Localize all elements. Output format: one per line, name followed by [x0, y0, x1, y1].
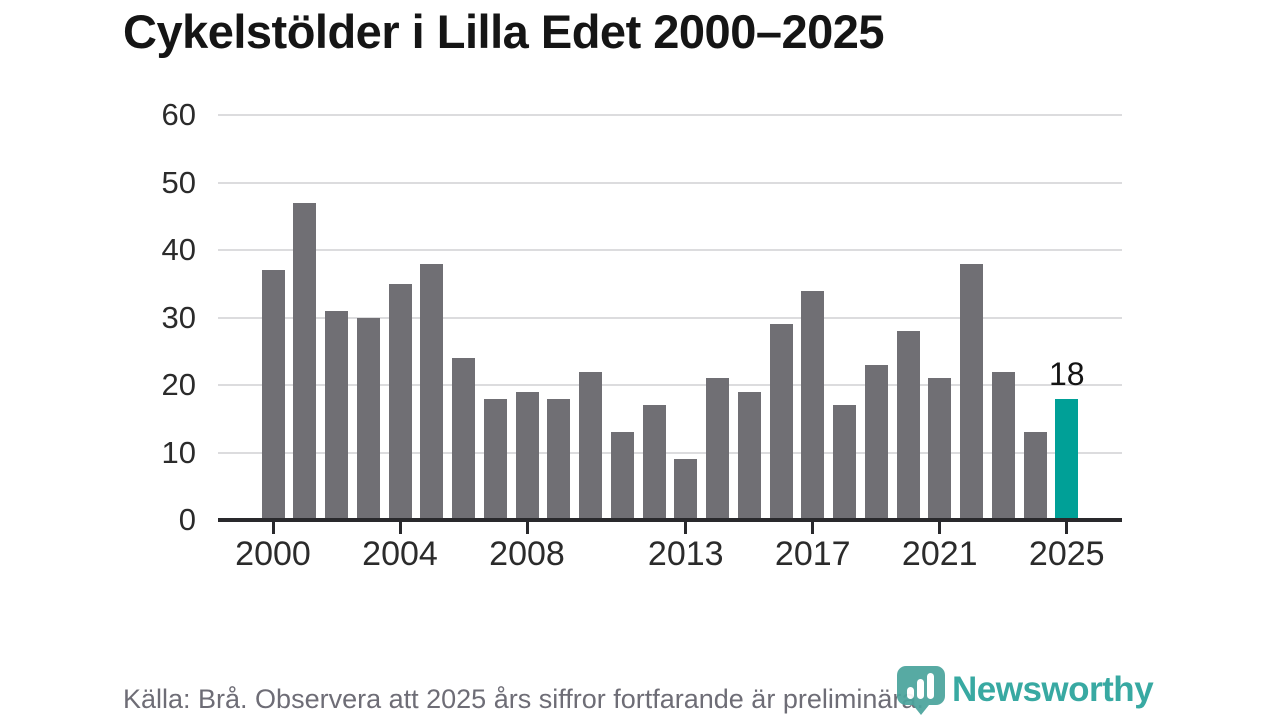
bar-2023 — [991, 371, 1015, 520]
bar-2003 — [356, 317, 380, 520]
bar-2017 — [801, 290, 825, 520]
y-tick-label-50: 50 — [161, 164, 196, 200]
y-axis-labels: 0 10 20 30 40 50 60 — [0, 0, 196, 560]
x-tick-label-2021: 2021 — [901, 535, 978, 573]
x-tick-label-2000: 2000 — [235, 535, 311, 573]
y-tick-label-20: 20 — [161, 367, 196, 402]
x-tick-label-2013: 2013 — [647, 535, 724, 573]
bar-2006 — [452, 358, 475, 520]
x-tick-label-2025: 2025 — [1028, 535, 1105, 573]
newsworthy-wordmark: Newsworthy — [952, 670, 1154, 709]
bar-2000 — [261, 270, 285, 520]
newsworthy-logo: Newsworthy — [895, 664, 1154, 716]
bar-2008 — [515, 391, 539, 520]
bar-2004 — [388, 283, 412, 520]
bar-2019 — [864, 364, 888, 520]
gridline-40 — [218, 249, 1122, 251]
bar-2015 — [737, 391, 761, 520]
x-axis-tick-2017 — [811, 522, 815, 534]
x-axis-tick-2013 — [684, 522, 688, 534]
bar-2022 — [960, 263, 983, 520]
gridline-20 — [218, 384, 1122, 386]
x-tick-label-2017: 2017 — [774, 535, 851, 573]
y-tick-label-10: 10 — [161, 434, 196, 470]
gridline-10 — [218, 451, 1122, 454]
source-note: Källa: Brå. Observera att 2025 års siffr… — [123, 684, 924, 714]
x-tick-label-2004: 2004 — [362, 535, 438, 573]
y-tick-label-0: 0 — [178, 502, 196, 537]
y-tick-label-30: 30 — [161, 299, 196, 335]
bar-2016 — [769, 324, 793, 520]
x-axis-tick-2004 — [398, 522, 402, 534]
bar-2020 — [896, 331, 920, 520]
x-axis-line — [218, 518, 1122, 522]
x-axis-tick-2008 — [525, 522, 529, 534]
x-axis-tick-2025 — [1065, 522, 1069, 534]
bar-2021 — [928, 378, 952, 520]
bar-2009 — [547, 398, 571, 520]
bar-2024 — [1023, 432, 1047, 520]
plot-area: 2000 2004 2008 2013 2017 2021 2025 18 — [218, 114, 1122, 573]
gridline-30 — [218, 316, 1122, 319]
gridline-60 — [218, 114, 1122, 116]
bar-2002 — [325, 310, 348, 520]
bar-2005 — [420, 263, 444, 520]
x-axis-tick-2021 — [938, 522, 942, 534]
bar-2014 — [706, 378, 729, 520]
bar-2001 — [293, 202, 317, 520]
bar-2011 — [610, 432, 634, 520]
x-axis-tick-2000 — [271, 522, 275, 534]
x-tick-label-2008: 2008 — [489, 535, 565, 573]
y-tick-label-40: 40 — [161, 232, 196, 267]
bar-2010 — [579, 371, 602, 520]
bar-2025 — [1055, 398, 1079, 520]
y-tick-label-60: 60 — [161, 97, 196, 132]
bar-2013 — [674, 459, 698, 520]
gridline-50 — [218, 181, 1122, 184]
highlight-value-label: 18 — [1048, 355, 1085, 392]
newsworthy-pin-barchart-icon — [895, 664, 947, 716]
bar-2012 — [642, 405, 666, 520]
bar-2007 — [483, 398, 507, 520]
page-title: Cykelstölder i Lilla Edet 2000–2025 — [123, 5, 885, 58]
bar-2018 — [833, 405, 856, 520]
